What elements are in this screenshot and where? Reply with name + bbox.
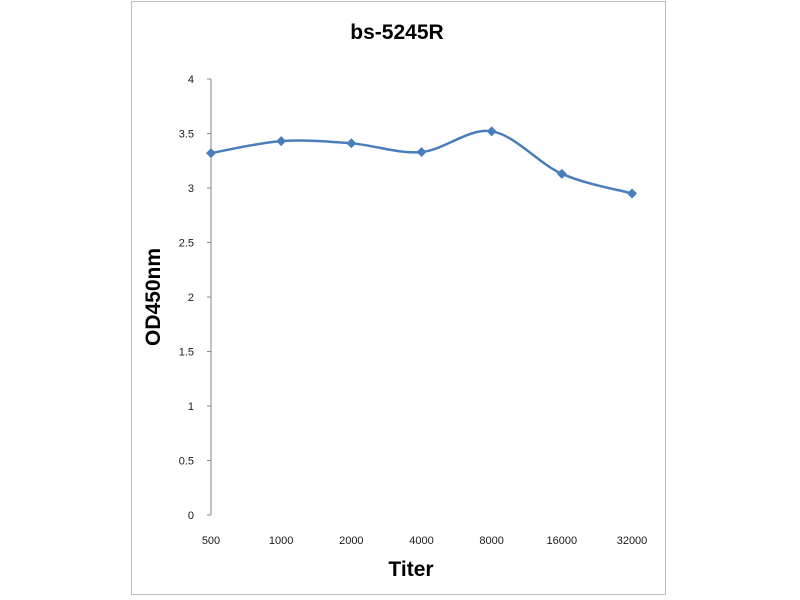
chart-frame: bs-5245R 0 0.5 1 1.5 2 2.5 3 3.5 4 500 1000 2000 40…: [131, 1, 666, 595]
y-tick-label: 2.5: [179, 238, 194, 250]
y-tick-label: 3: [188, 183, 194, 195]
data-point-marker: [346, 138, 357, 149]
y-tick-label: 2: [188, 292, 194, 304]
chart-title: bs-5245R: [350, 21, 443, 44]
x-axis-tick-labels: 500 1000 2000 4000 8000 16000 32000: [202, 535, 647, 547]
y-tick-label: 1: [188, 401, 194, 413]
x-tick-label: 32000: [617, 535, 648, 547]
data-point-marker: [206, 148, 216, 159]
data-point-marker: [556, 168, 567, 179]
x-tick-label: 16000: [547, 535, 578, 547]
data-point-marker: [627, 188, 637, 199]
x-tick-label: 8000: [479, 535, 503, 547]
data-point-marker: [416, 147, 427, 158]
x-tick-label: 1000: [269, 535, 293, 547]
y-axis-tick-marks: [207, 78, 211, 516]
x-tick-label: 2000: [339, 535, 363, 547]
y-axis-tick-labels: 0 0.5 1 1.5 2 2.5 3 3.5 4: [179, 74, 194, 522]
line-chart: bs-5245R 0 0.5 1 1.5 2 2.5 3 3.5 4 500 1000 2000 40…: [142, 21, 647, 581]
y-tick-label: 1.5: [179, 347, 194, 359]
y-tick-label: 4: [188, 74, 194, 86]
series-line: [210, 129, 633, 195]
series-markers: [206, 126, 637, 199]
x-tick-label: 500: [202, 535, 220, 547]
y-tick-label: 3.5: [179, 129, 194, 141]
y-axis-title: OD450nm: [142, 248, 165, 346]
data-point-marker: [276, 136, 287, 147]
y-tick-label: 0: [188, 510, 194, 522]
x-axis-title: Titer: [388, 558, 433, 581]
y-tick-label: 0.5: [179, 456, 194, 468]
data-point-marker: [486, 126, 497, 137]
x-tick-label: 4000: [409, 535, 433, 547]
